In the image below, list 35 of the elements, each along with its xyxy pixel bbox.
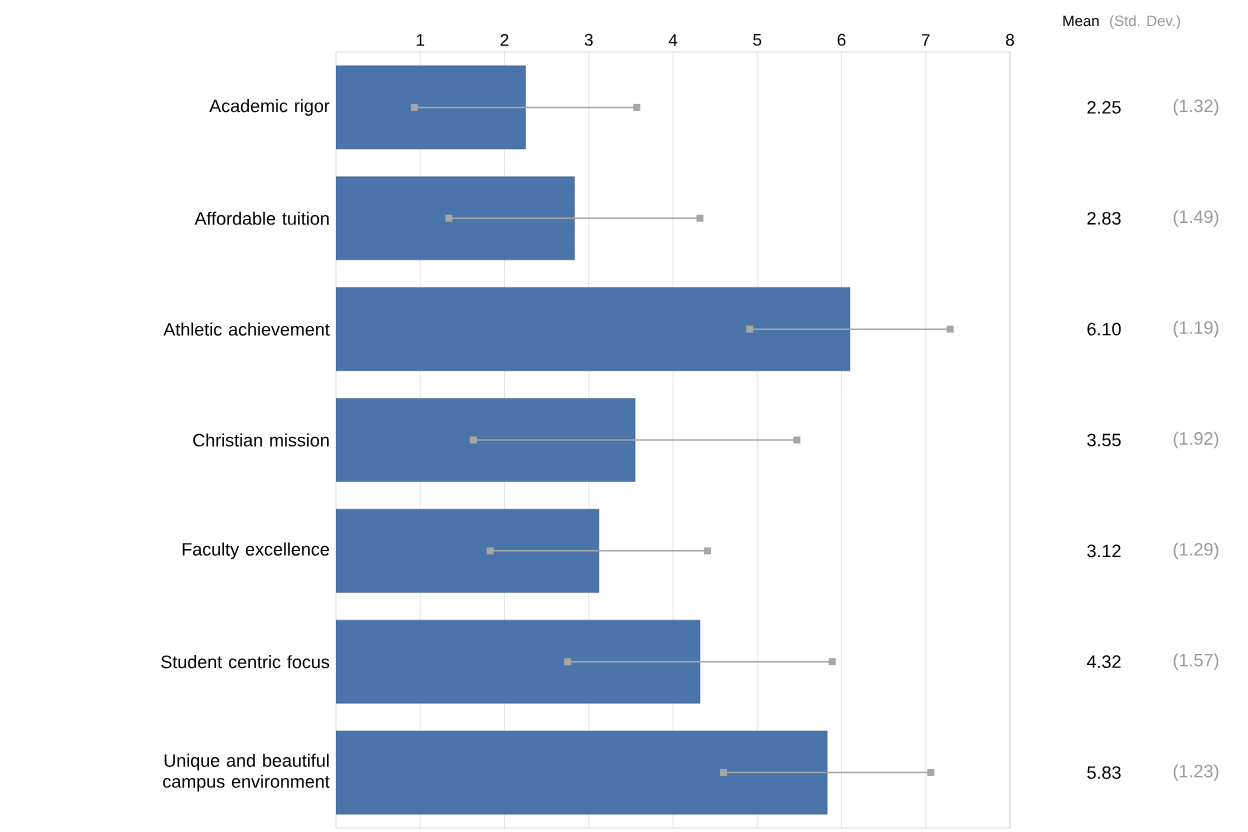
bar [336,730,828,815]
y-tick-label: Athletic achievement [163,322,330,336]
x-tick-label: 8 [1006,33,1014,46]
y-tick-label: Unique and beautiful campus environment [163,753,330,792]
data-label: 3.55 [1087,433,1121,447]
x-tick-label: 2 [500,33,509,46]
data-label: 2.83 [1087,211,1121,225]
text: (1.49) [1173,209,1219,227]
data-label: 5.83 [1087,766,1121,779]
text: (1.92) [1173,431,1219,449]
x-tick-label: 6 [837,33,846,46]
data-label: 3.12 [1087,544,1121,558]
text: (1.57) [1173,653,1219,671]
bar [336,619,701,704]
data-label: 6.10 [1087,322,1121,336]
x-tick-label: 5 [753,34,762,46]
text: (1.23) [1173,764,1219,781]
y-tick-label: Faculty excellence [182,542,329,560]
data-label: 4.32 [1086,655,1121,669]
text: (1.32) [1173,99,1219,116]
text: Mean [1063,15,1099,27]
x-tick-label: 4 [668,34,678,46]
x-tick-label: 1 [416,34,425,46]
text: (1.29) [1173,542,1219,560]
bar [336,509,600,593]
y-tick-label: Christian mission [193,433,329,447]
y-tick-label: Student centric focus [161,655,330,669]
text: (Std. Dev.) [1110,15,1180,30]
data-label: 2.25 [1087,101,1121,114]
text: (1.19) [1173,320,1219,338]
x-tick-label: 7 [921,34,930,46]
y-tick-label: Affordable tuition [194,211,329,225]
bar [336,287,851,371]
x-tick-label: 3 [584,33,593,46]
y-tick-label: Academic rigor [209,99,330,116]
